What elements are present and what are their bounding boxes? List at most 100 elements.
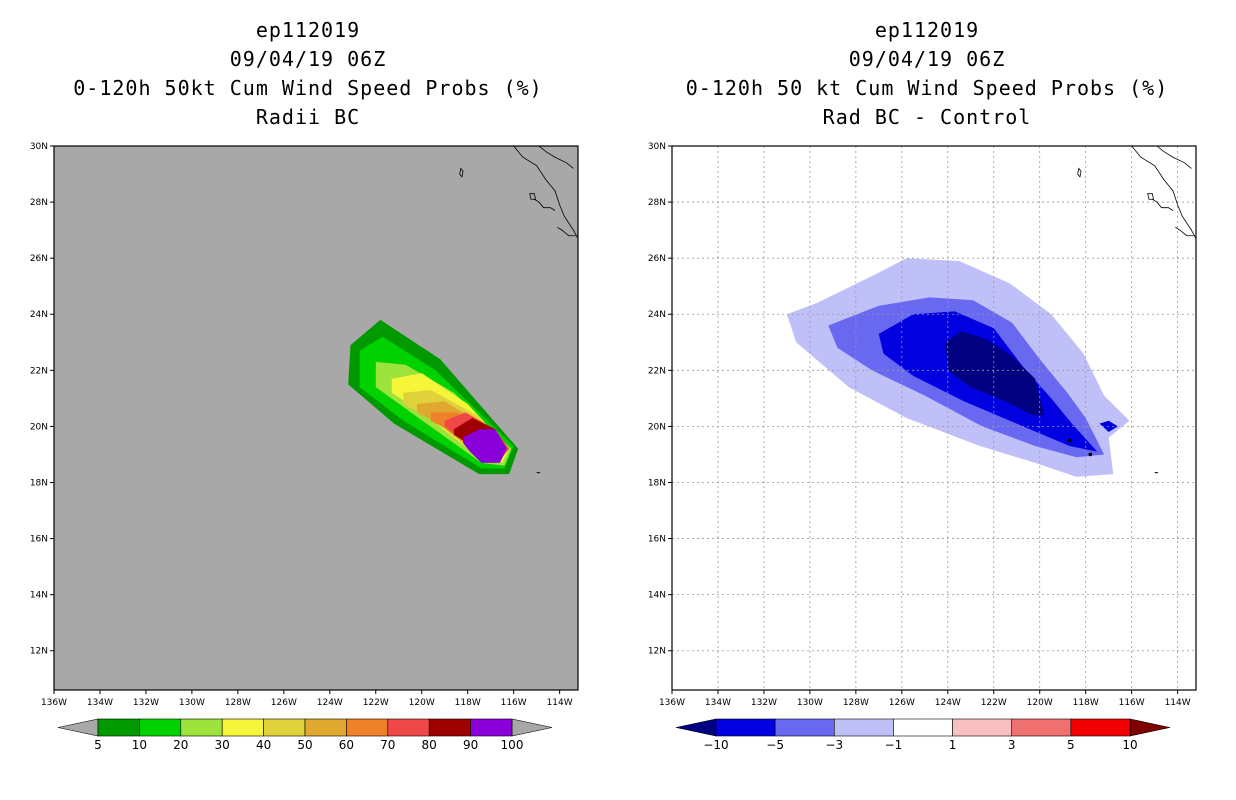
y-tick-label: 28N (648, 198, 666, 208)
coastline (513, 146, 578, 239)
plot-area (672, 146, 1196, 690)
coastline (557, 226, 576, 237)
x-tick-label: 130W (179, 698, 205, 708)
x-tick-label: 132W (751, 698, 777, 708)
colorbar-label: 20 (173, 738, 188, 752)
colorbar-swatch (470, 718, 513, 737)
right-chart-title: 0-120h 50 kt Cum Wind Speed Probs (%) (685, 76, 1169, 100)
x-tick-label: 116W (501, 698, 527, 708)
y-tick-label: 20N (648, 422, 666, 432)
colorbar-label: 1 (949, 738, 957, 752)
plot-frame (53, 145, 579, 691)
y-tick-label: 18N (30, 478, 48, 488)
colorbar-swatch (304, 718, 347, 737)
colorbar-label: 5 (94, 738, 102, 752)
x-tick-label: 136W (659, 698, 685, 708)
colorbar-swatch (1070, 718, 1131, 737)
colorbar-extend-high (1129, 718, 1171, 737)
y-tick-label: 16N (648, 535, 666, 545)
right-storm-id: ep112019 (874, 18, 980, 42)
colorbar-swatch (952, 718, 1013, 737)
y-tick-label: 18N (648, 478, 666, 488)
colorbar-label: −3 (825, 738, 843, 752)
coastline (534, 198, 556, 211)
x-tick-label: 122W (363, 698, 389, 708)
colorbar-label: 50 (297, 738, 312, 752)
x-tick-label: 116W (1119, 698, 1145, 708)
plot-background (54, 146, 578, 690)
colorbar-label: 10 (1122, 738, 1137, 752)
colorbar-swatch (263, 718, 306, 737)
colorbar-swatch (97, 718, 140, 737)
colorbar-label: 40 (256, 738, 271, 752)
colorbar-label: 70 (380, 738, 395, 752)
x-tick-label: 122W (981, 698, 1007, 708)
x-tick-label: 126W (271, 698, 297, 708)
left-datetime: 09/04/19 06Z (229, 47, 387, 71)
y-tick-label: 30N (648, 142, 666, 152)
x-tick-label: 128W (843, 698, 869, 708)
colorbar-swatch (833, 718, 894, 737)
colorbar-extend-low (57, 718, 99, 737)
y-tick-label: 24N (30, 310, 48, 320)
y-tick-label: 26N (648, 254, 666, 264)
right-chart-subtitle: Rad BC - Control (822, 105, 1032, 129)
x-tick-label: 114W (547, 698, 573, 708)
colorbar-label: −10 (703, 738, 728, 752)
colorbar-label: 80 (422, 738, 437, 752)
contour-dot (1088, 452, 1093, 457)
colorbar-label: −1 (885, 738, 903, 752)
island (459, 167, 464, 178)
coastline (1175, 226, 1194, 237)
right-datetime: 09/04/19 06Z (848, 47, 1006, 71)
colorbar-label: 30 (215, 738, 230, 752)
y-tick-label: 20N (30, 422, 48, 432)
y-tick-label: 24N (648, 310, 666, 320)
x-tick-label: 124W (317, 698, 343, 708)
plot-area (348, 146, 578, 475)
colorbar-swatch (139, 718, 182, 737)
x-tick-label: 134W (705, 698, 731, 708)
island (1147, 193, 1154, 200)
chart-panel-2: 136W 134W 132W 130W 128W 126W 124W 122W 120W 118W… (648, 142, 1197, 752)
colorbar-swatch (774, 718, 835, 737)
coastline (538, 146, 574, 169)
x-tick-label: 114W (1165, 698, 1191, 708)
x-tick-label: 124W (935, 698, 961, 708)
colorbar-extend-low (675, 718, 717, 737)
x-tick-label: 120W (409, 698, 435, 708)
colorbar-swatch (428, 718, 471, 737)
coastline (1156, 146, 1192, 169)
y-tick-label: 22N (648, 366, 666, 376)
left-storm-id: ep112019 (255, 18, 361, 42)
colorbar-label: 100 (501, 738, 524, 752)
plot-frame (671, 145, 1197, 691)
y-tick-label: 26N (30, 254, 48, 264)
contour-dot (1067, 438, 1072, 443)
y-tick-label: 30N (30, 142, 48, 152)
colorbar-label: 3 (1008, 738, 1016, 752)
colorbar: −10 −5 −3 −1 1 3 5 10 (675, 718, 1171, 752)
x-tick-label: 136W (41, 698, 67, 708)
x-tick-label: 130W (797, 698, 823, 708)
left-chart-title: 0-120h 50kt Cum Wind Speed Probs (%) (73, 76, 543, 100)
y-tick-label: 28N (30, 198, 48, 208)
y-tick-label: 16N (30, 535, 48, 545)
colorbar-label: 5 (1067, 738, 1075, 752)
x-tick-label: 132W (133, 698, 159, 708)
y-tick-label: 12N (30, 647, 48, 657)
colorbar-label: 60 (339, 738, 354, 752)
colorbar-label: 90 (463, 738, 478, 752)
colorbar-extend-high (511, 718, 553, 737)
colorbar-swatch (893, 718, 953, 737)
y-tick-label: 22N (30, 366, 48, 376)
contour-90 (463, 429, 507, 463)
colorbar-swatch (715, 718, 776, 737)
colorbar: 5 10 20 30 40 50 60 70 80 90 100 (57, 718, 553, 752)
x-tick-label: 118W (455, 698, 481, 708)
y-tick-label: 14N (30, 591, 48, 601)
x-tick-label: 126W (889, 698, 915, 708)
coastline (1131, 146, 1196, 239)
colorbar-swatch (387, 718, 430, 737)
